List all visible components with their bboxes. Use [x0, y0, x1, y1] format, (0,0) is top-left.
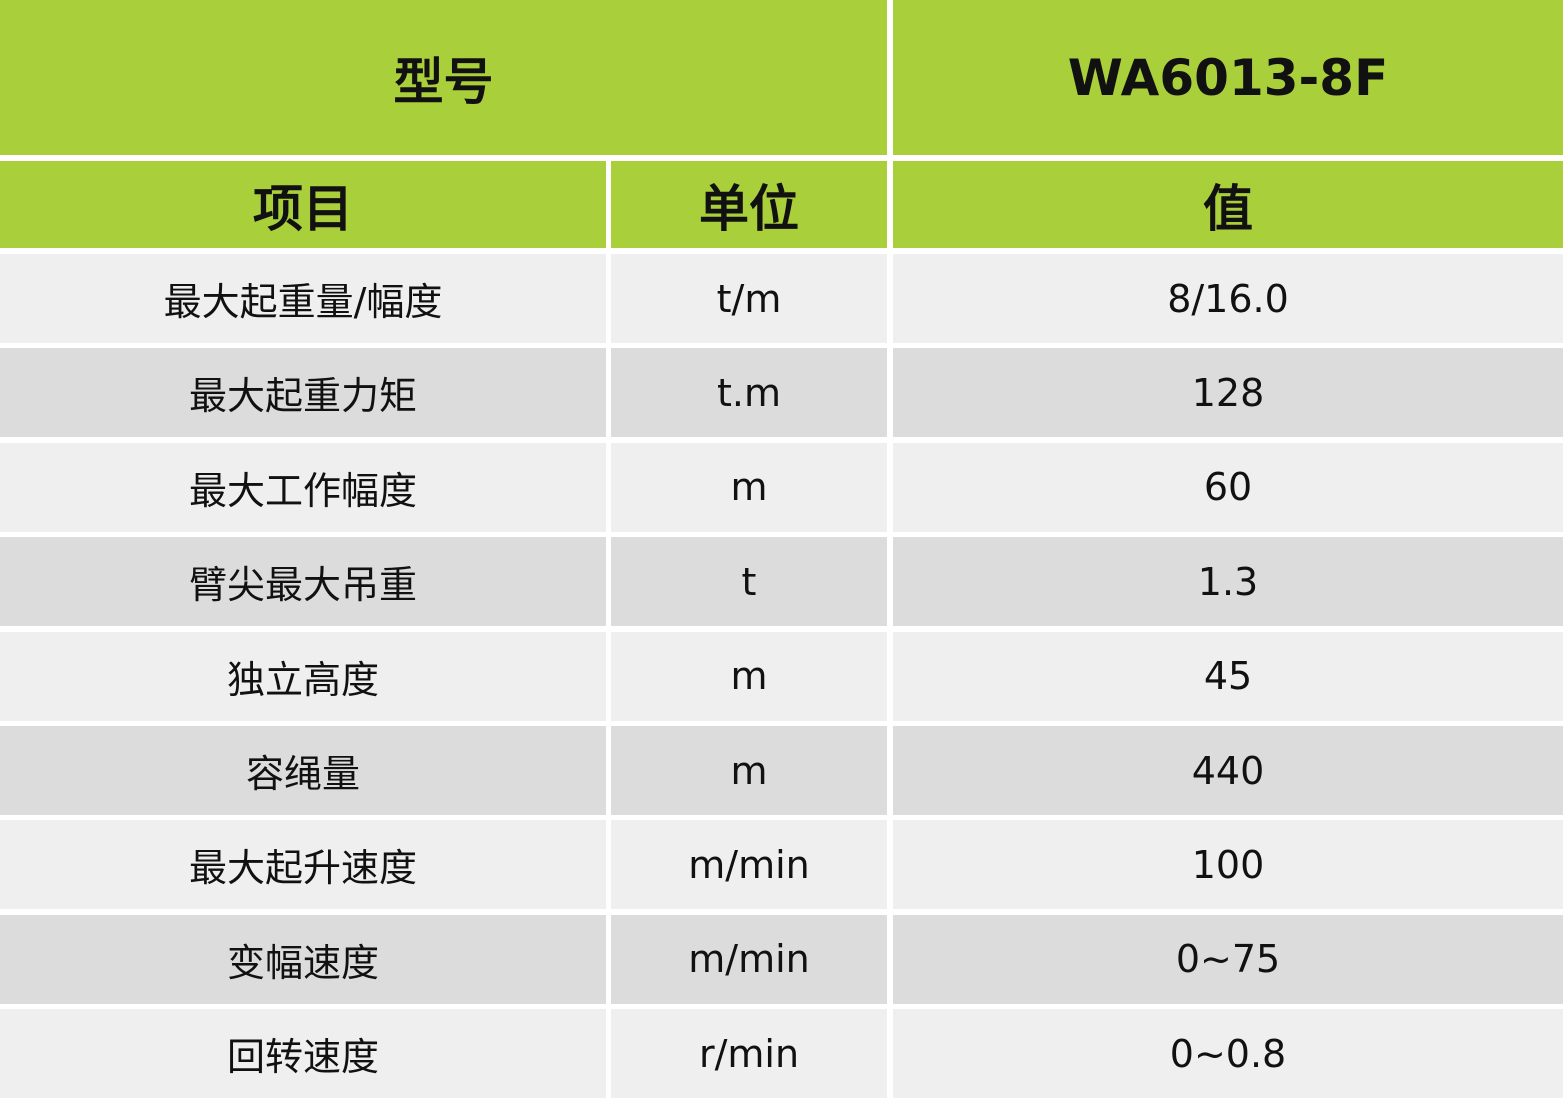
- table-cell: 0~0.8: [893, 1009, 1563, 1099]
- table-cell: 变幅速度: [0, 914, 606, 1004]
- table-cell: m/min: [611, 914, 887, 1004]
- table-cell: m: [611, 442, 887, 532]
- model-value: WA6013-8F: [893, 0, 1563, 155]
- table-cell: 60: [893, 442, 1563, 532]
- table-cell: m/min: [611, 820, 887, 910]
- table-cell: 容绳量: [0, 726, 606, 815]
- table-cell: 臂尖最大吊重: [0, 537, 606, 627]
- table-cell: r/min: [611, 1009, 887, 1099]
- table-cell: 最大起重量/幅度: [0, 254, 606, 343]
- table-cell: 1.3: [893, 537, 1563, 627]
- column-header: 单位: [611, 161, 887, 248]
- table-cell: 回转速度: [0, 1009, 606, 1099]
- table-cell: t.m: [611, 348, 887, 438]
- table-cell: 最大工作幅度: [0, 442, 606, 532]
- table-cell: 8/16.0: [893, 254, 1563, 343]
- table-cell: 独立高度: [0, 631, 606, 721]
- table-cell: 最大起重力矩: [0, 348, 606, 438]
- table-cell: 128: [893, 348, 1563, 438]
- table-cell: 100: [893, 820, 1563, 910]
- column-header: 值: [893, 161, 1563, 248]
- table-cell: 45: [893, 631, 1563, 721]
- table-cell: 最大起升速度: [0, 820, 606, 910]
- table-cell: 440: [893, 726, 1563, 815]
- table-cell: t/m: [611, 254, 887, 343]
- table-cell: m: [611, 631, 887, 721]
- table-cell: t: [611, 537, 887, 627]
- table-cell: 0~75: [893, 914, 1563, 1004]
- model-label: 型号: [0, 0, 887, 155]
- table-cell: m: [611, 726, 887, 815]
- column-header: 项目: [0, 161, 606, 248]
